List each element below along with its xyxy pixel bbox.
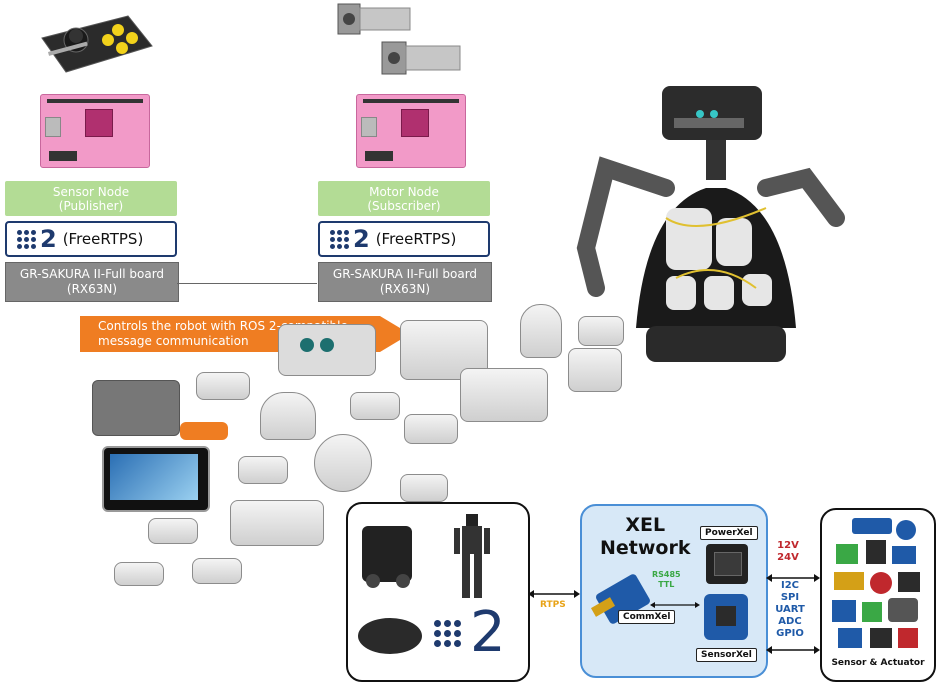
- rtps-label: RTPS: [540, 600, 566, 610]
- motor-board-image: [356, 94, 466, 168]
- freertps-label: (FreeRTPS): [375, 230, 457, 248]
- protocol-spi: SPI: [780, 592, 800, 603]
- sensor-actuator-panel: Sensor & Actuator: [820, 508, 936, 682]
- rs485-line1: RS485: [652, 570, 681, 579]
- sensor-board-image: [40, 94, 150, 168]
- sensor-node-line2: (Publisher): [58, 198, 124, 213]
- motor-board-line1: GR-SAKURA II-Full board: [332, 267, 478, 281]
- motor-board-label: GR-SAKURA II-Full board (RX63N): [318, 262, 492, 302]
- volt-12: 12V: [777, 540, 799, 551]
- sensor-actuator-label: Sensor & Actuator: [831, 658, 925, 668]
- protocol-i2c: I2C: [780, 580, 800, 591]
- voltage-labels: 12V 24V: [774, 540, 802, 564]
- protocol-uart: UART: [775, 604, 805, 615]
- xel-modules-image: [88, 296, 648, 606]
- ros-logo-icon: [17, 229, 36, 249]
- sensorxel-tag: SensorXel: [696, 648, 757, 662]
- sensor-board-label: GR-SAKURA II-Full board (RX63N): [5, 262, 179, 302]
- sensor-freertps-box: 2 (FreeRTPS): [5, 221, 177, 257]
- ros-two-text: 2: [40, 225, 57, 253]
- protocol-gpio: GPIO: [776, 628, 804, 639]
- motor-board-line2: (RX63N): [379, 282, 431, 296]
- rs485-arrow: [650, 594, 700, 608]
- robots-panel: 2: [346, 502, 530, 682]
- rtps-arrow: [528, 584, 580, 598]
- ros-two-large: 2: [470, 600, 506, 665]
- motor-freertps-box: 2 (FreeRTPS): [318, 221, 490, 257]
- banner-line2: message communication: [98, 334, 249, 348]
- freertps-label: (FreeRTPS): [62, 230, 144, 248]
- motor-node-line2: (Subscriber): [367, 198, 441, 213]
- xel-title-line1: XEL: [625, 514, 666, 536]
- motor-node-label: Motor Node (Subscriber): [318, 181, 490, 216]
- ros-logo-icon: [330, 229, 349, 249]
- protocol-list: I2C SPI UART ADC GPIO: [768, 580, 812, 640]
- sensor-node-line1: Sensor Node: [52, 184, 130, 199]
- xel-network-panel: XEL Network PowerXel CommXel RS485 TTL S…: [580, 504, 768, 678]
- sensor-node-label: Sensor Node (Publisher): [5, 181, 177, 216]
- sensor-board-line2: (RX63N): [66, 282, 118, 296]
- robot-image: [566, 78, 886, 368]
- rs485-line2: TTL: [658, 580, 675, 589]
- power-arrow: [766, 568, 820, 582]
- protocol-adc: ADC: [778, 616, 802, 627]
- powerxel-tag: PowerXel: [700, 526, 758, 540]
- sensor-board-line1: GR-SAKURA II-Full board: [19, 267, 165, 281]
- board-link-line: [177, 283, 317, 284]
- ros-two-text: 2: [353, 225, 370, 253]
- signal-arrow: [766, 640, 820, 654]
- motor-node-line1: Motor Node: [369, 184, 439, 199]
- motor-image: [326, 0, 476, 82]
- commxel-tag: CommXel: [618, 610, 676, 624]
- xel-title-line2: Network: [600, 537, 691, 559]
- ros-logo-icon: [434, 620, 461, 647]
- volt-24: 24V: [777, 552, 799, 563]
- joystick-shield-image: [36, 8, 156, 78]
